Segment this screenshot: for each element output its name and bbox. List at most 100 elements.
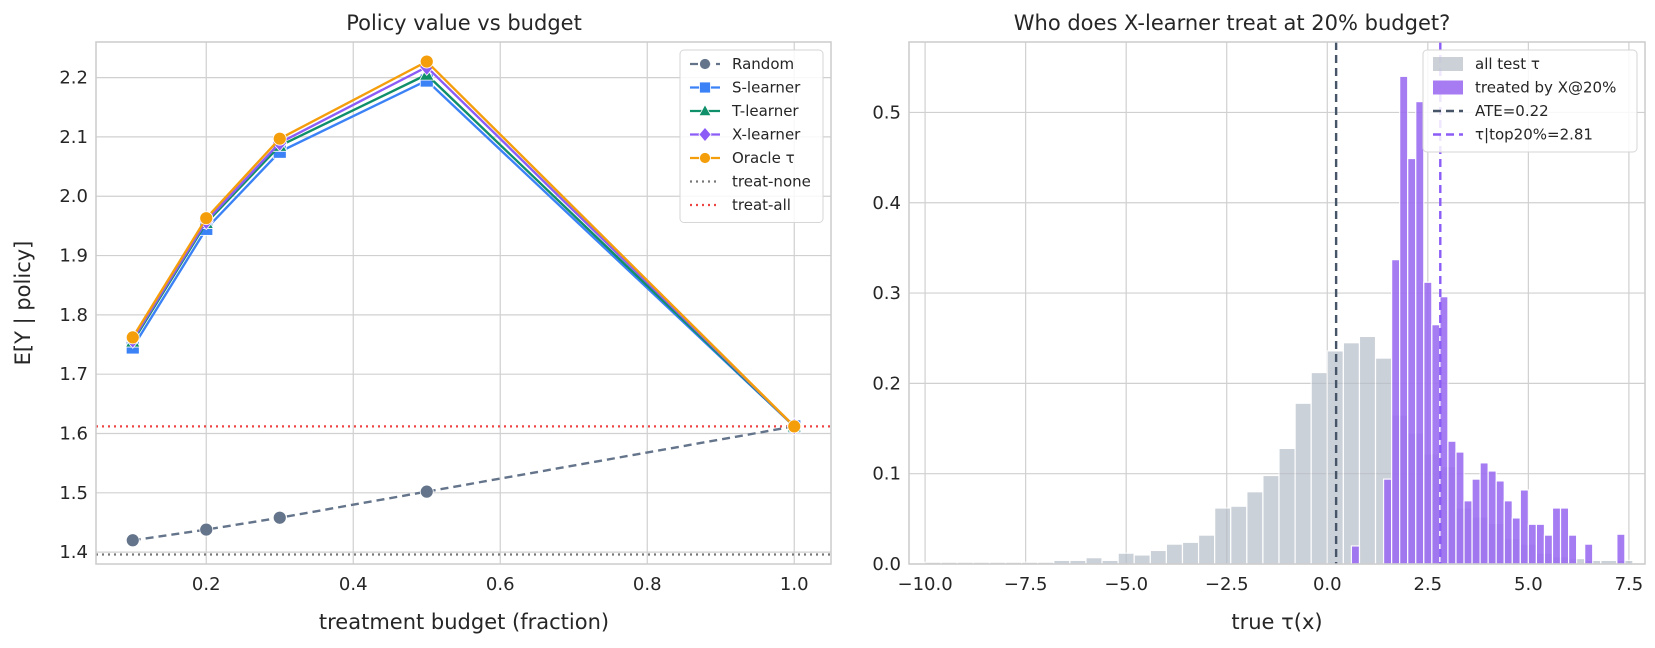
- right-y-tick-label: 0.2: [872, 373, 901, 394]
- hist-bar-all-test: [1133, 554, 1151, 565]
- legend-label: all test τ: [1475, 55, 1540, 73]
- left-y-tick-label: 1.5: [59, 483, 88, 504]
- data-point-oracle: [787, 419, 802, 434]
- hist-bar-all-test: [1262, 474, 1280, 565]
- hist-bar-treated-by-x-20: [1399, 75, 1409, 565]
- right-y-tick-label: 0.3: [872, 283, 901, 304]
- right-chart-title: Who does X-learner treat at 20% budget?: [1014, 11, 1451, 35]
- legend-marker: [699, 81, 711, 94]
- hist-bar-treated-by-x-20: [1527, 523, 1538, 565]
- hist-bar-all-test: [1085, 557, 1103, 565]
- left-x-tick-label: 0.4: [339, 574, 368, 595]
- legend-label: ATE=0.22: [1475, 102, 1549, 120]
- left-y-tick-label: 1.7: [59, 364, 88, 385]
- left-x-tick-label: 0.2: [192, 574, 221, 595]
- hist-bar-treated-by-x-20: [1559, 507, 1570, 565]
- data-point-random: [125, 533, 140, 548]
- right-x-tick-label: 7.5: [1615, 574, 1644, 595]
- right-x-tick-label: −2.5: [1205, 574, 1249, 595]
- hist-bar-all-test: [1358, 335, 1377, 565]
- right-y-tick-label: 0.4: [872, 193, 901, 214]
- left-y-tick-label: 2.1: [59, 127, 88, 148]
- right-x-axis-label: true τ(x): [1231, 610, 1322, 634]
- right-legend: all test τ treated by X@20% ATE=0.22 τ|top2…: [1422, 49, 1638, 153]
- hist-bar-treated-by-x-20: [1382, 478, 1393, 565]
- right-y-tick-label: 0.5: [872, 102, 901, 123]
- hist-bar-treated-by-x-20: [1407, 157, 1417, 565]
- data-point-oracle: [419, 54, 434, 69]
- hist-bar-all-test: [1246, 491, 1264, 565]
- left-x-tick-label: 0.6: [486, 574, 515, 595]
- data-point-oracle: [272, 131, 287, 146]
- series-line-random: [132, 425, 795, 542]
- right-x-tick-label: 5.0: [1514, 574, 1543, 595]
- hist-bar-treated-by-x-20: [1471, 478, 1481, 565]
- hist-bar-treated-by-x-20: [1551, 507, 1562, 565]
- data-point-random: [272, 510, 287, 525]
- legend-marker: [699, 152, 711, 164]
- hist-bar-treated-by-x-20: [1447, 440, 1457, 565]
- right-axes-frame: [908, 41, 1646, 565]
- legend-entry-top20-2-81: τ|top20%=2.81: [1433, 126, 1593, 144]
- legend-label: treated by X@20%: [1475, 79, 1616, 97]
- left-y-tick-label: 1.8: [59, 305, 88, 326]
- hist-bar-treated-by-x-20: [1584, 543, 1594, 565]
- hist-bar-treated-by-x-20: [1487, 470, 1497, 565]
- left-axes-frame: [95, 41, 832, 565]
- left-x-ticks: 0.2 0.4 0.6 0.8 1.0: [192, 574, 809, 595]
- hist-bar-treated-by-x-20: [1535, 523, 1546, 565]
- legend-entry-treat-none: treat-none: [690, 173, 811, 191]
- right-x-ticks: −10.0 −7.5 −5.0 −2.5 0.0 2.5 5.0 7.5: [898, 574, 1644, 595]
- hist-bar-all-test: [1165, 543, 1184, 565]
- hist-bar-all-test: [1117, 552, 1135, 565]
- legend-label: τ|top20%=2.81: [1475, 126, 1593, 144]
- hist-bar-treated-by-x-20: [1479, 462, 1489, 565]
- legend-entry-s-learner: S-learner: [690, 79, 801, 97]
- legend-label: treat-none: [732, 173, 811, 191]
- right-x-tick-label: −5.0: [1104, 574, 1148, 595]
- legend-entry-ate-0-22: ATE=0.22: [1433, 102, 1549, 120]
- right-y-ticks: 0.0 0.1 0.2 0.3 0.4 0.5: [872, 102, 901, 575]
- left-y-tick-label: 2.2: [59, 68, 88, 89]
- left-x-tick-label: 1.0: [780, 574, 809, 595]
- histogram-treated-by-x-20: [1350, 75, 1626, 565]
- legend-entry-x-learner: X-learner: [690, 126, 801, 144]
- right-x-tick-label: 2.5: [1413, 574, 1442, 595]
- right-legend-box: [1422, 49, 1638, 153]
- right-x-tick-label: −7.5: [1004, 574, 1048, 595]
- right-y-tick-label: 0.1: [872, 464, 901, 485]
- legend-label: Random: [732, 55, 794, 73]
- legend-marker: [699, 58, 711, 70]
- legend-marker: [698, 126, 712, 143]
- hist-bar-treated-by-x-20: [1431, 324, 1441, 565]
- hist-bar-all-test: [1342, 342, 1361, 565]
- legend-label: Oracle τ: [732, 149, 795, 167]
- hist-bar-all-test: [1149, 549, 1167, 565]
- right-panel: Who does X-learner treat at 20% budget? …: [872, 11, 1646, 634]
- right-y-tick-label: 0.0: [872, 554, 901, 575]
- left-reference-lines: [96, 425, 831, 556]
- hist-bar-all-test: [1310, 371, 1328, 565]
- hist-bar-treated-by-x-20: [1567, 534, 1578, 565]
- hist-bar-all-test: [1278, 447, 1296, 565]
- left-series: [124, 54, 803, 548]
- legend-entry-random: Random: [690, 55, 794, 73]
- hist-bar-treated-by-x-20: [1415, 101, 1425, 565]
- legend-marker: [698, 103, 712, 117]
- hist-bar-treated-by-x-20: [1511, 517, 1521, 565]
- legend-patch: [1433, 57, 1463, 71]
- legend-patch: [1433, 80, 1463, 95]
- left-y-tick-label: 1.6: [59, 424, 88, 445]
- left-legend: Random S-learner T-learner X-learner Oracle …: [679, 49, 824, 223]
- hist-bar-treated-by-x-20: [1423, 281, 1433, 565]
- hist-bar-all-test: [1214, 507, 1232, 565]
- hist-bar-all-test: [1197, 534, 1216, 565]
- legend-entry-treat-all: treat-all: [690, 196, 791, 214]
- hist-bar-treated-by-x-20: [1616, 533, 1626, 565]
- left-y-axis-label: E[Y | policy]: [11, 241, 36, 366]
- series-random: [125, 419, 802, 548]
- left-panel: Policy value vs budget 0.2 0.4 0.6 0.8 1.0 1…: [11, 11, 832, 634]
- legend-label: treat-all: [732, 196, 791, 214]
- left-x-axis-label: treatment budget (fraction): [319, 610, 609, 634]
